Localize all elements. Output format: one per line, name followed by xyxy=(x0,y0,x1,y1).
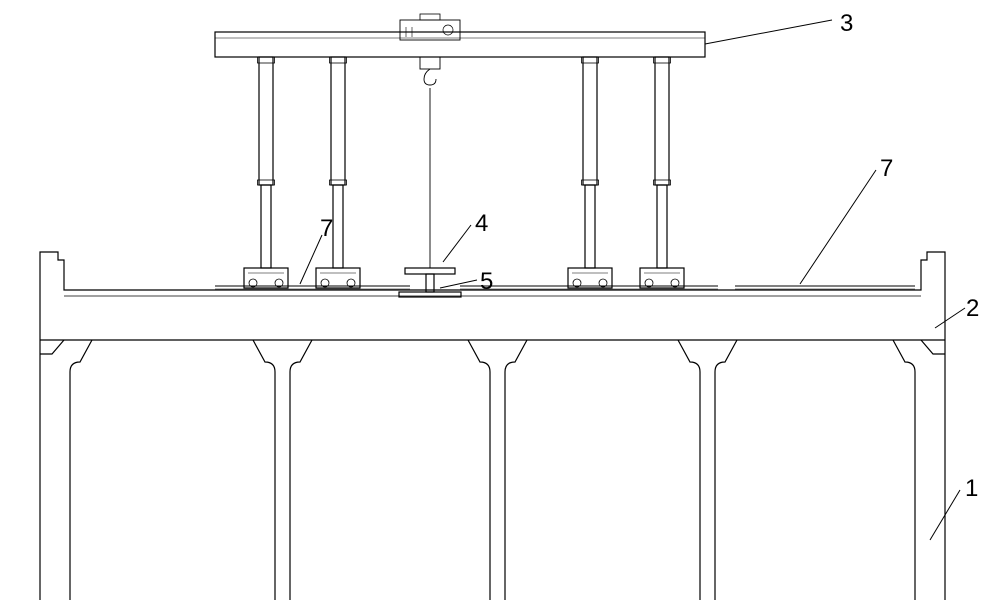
callout-label-1: 1 xyxy=(965,475,978,503)
callout-label-7: 7 xyxy=(880,155,893,183)
callout-label-7: 7 xyxy=(320,215,333,243)
callout-label-2: 2 xyxy=(966,295,979,323)
callout-label-4: 4 xyxy=(475,210,488,238)
callout-label-5: 5 xyxy=(480,268,493,296)
callout-label-3: 3 xyxy=(840,10,853,38)
engineering-diagram xyxy=(0,0,1000,609)
